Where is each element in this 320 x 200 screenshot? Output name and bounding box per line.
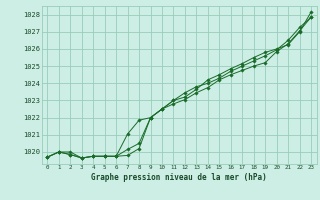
X-axis label: Graphe pression niveau de la mer (hPa): Graphe pression niveau de la mer (hPa): [91, 173, 267, 182]
